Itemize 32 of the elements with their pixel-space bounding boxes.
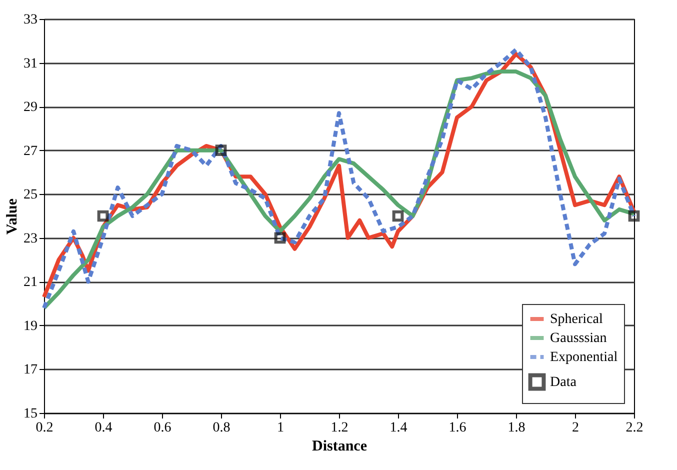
x-tick-label: 0.8 (212, 420, 230, 436)
point (274, 232, 286, 244)
x-tick-label: 1.6 (448, 420, 466, 436)
y-tick-label: 29 (24, 100, 38, 116)
x-tick-label: 1.8 (508, 420, 526, 436)
point (215, 144, 227, 156)
y-tick-label: 17 (24, 362, 38, 378)
x-tick-label: 1.4 (390, 420, 408, 436)
legend-label: Exponential (550, 350, 618, 365)
y-tick-label: 19 (24, 318, 38, 334)
x-tick-label: 2.2 (626, 420, 644, 436)
legend-label: Data (550, 375, 578, 390)
x-tick-label: 1 (277, 420, 284, 436)
point (97, 210, 109, 222)
y-tick-label: 23 (24, 231, 38, 246)
legend-label: Spherical (550, 312, 603, 327)
y-tick-label: 15 (24, 406, 38, 422)
y-tick-label: 25 (24, 188, 38, 203)
x-tick-label: 0.2 (36, 420, 54, 436)
x-axis-title: Distance (312, 438, 368, 454)
y-tick-label: 21 (24, 275, 38, 290)
y-tick-label: 27 (24, 144, 38, 159)
point (628, 210, 640, 222)
point (392, 210, 404, 222)
legend-label: Gausssian (550, 331, 607, 346)
x-tick-label: 0.4 (94, 420, 112, 436)
x-tick-label: 2 (572, 420, 579, 436)
y-tick-label: 31 (24, 56, 38, 72)
y-tick-label: 33 (24, 12, 38, 28)
y-axis-title: Value (4, 198, 20, 235)
x-tick-label: 1.2 (330, 420, 348, 436)
x-tick-label: 0.6 (154, 420, 172, 436)
